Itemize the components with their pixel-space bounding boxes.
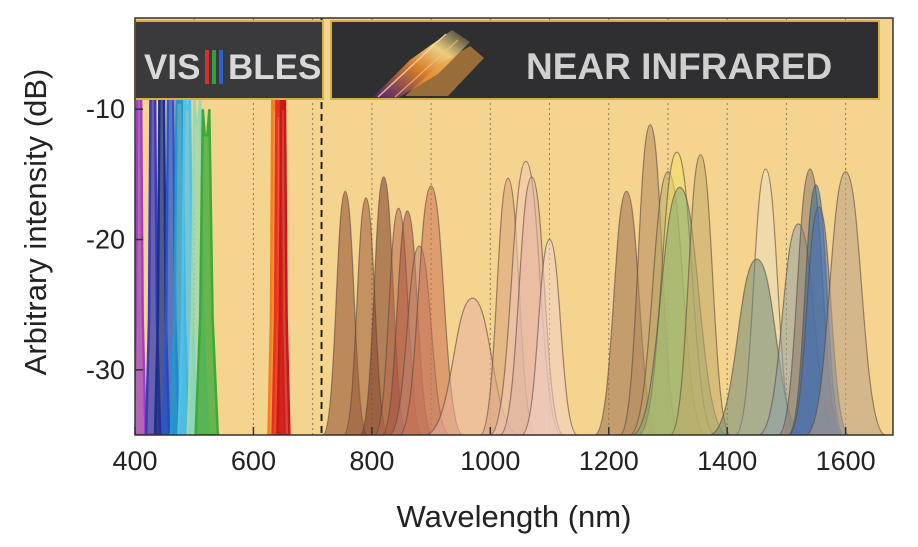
visible-banner-right: BLES: [228, 48, 321, 87]
x-axis-title: Wavelength (nm): [397, 499, 632, 534]
visible-lines: [135, 63, 291, 435]
x-tick-label: 1600: [816, 446, 876, 476]
x-tick-label: 1400: [697, 446, 757, 476]
y-axis: -10 -20 -30: [86, 94, 143, 385]
visible-line: [194, 109, 220, 435]
visible-banner: VIS BLES: [134, 20, 324, 100]
plot-frame: [134, 17, 894, 436]
x-tick-label: 400: [112, 446, 157, 476]
nir-banner: NEAR INFRARED: [330, 20, 880, 100]
visible-banner-left: VIS: [144, 48, 200, 87]
nir-banner-title: NEAR INFRARED: [526, 46, 832, 87]
spectrum-bar-blue-icon: [219, 50, 223, 84]
x-tick-label: 1000: [460, 446, 520, 476]
y-tick-label: -20: [86, 225, 125, 255]
x-axis: 400 600 800 1000 1200 1400 1600: [112, 427, 876, 476]
spectrum-bar-red-icon: [205, 50, 209, 84]
laser-glow-icon: [372, 30, 484, 98]
y-tick-label: -30: [86, 355, 125, 385]
x-tick-label: 600: [231, 446, 276, 476]
spectrum-bar-green-icon: [212, 50, 216, 84]
visible-line: [276, 83, 291, 435]
nir-band: [520, 238, 579, 435]
nir-band: [669, 154, 732, 435]
x-tick-label: 1200: [579, 446, 639, 476]
nir-band: [805, 171, 886, 435]
x-tick-label: 800: [349, 446, 394, 476]
y-axis-title: Arbitrary intensity (dB): [18, 69, 53, 376]
nir-bands: [322, 124, 886, 435]
y-tick-label: -10: [86, 94, 125, 124]
